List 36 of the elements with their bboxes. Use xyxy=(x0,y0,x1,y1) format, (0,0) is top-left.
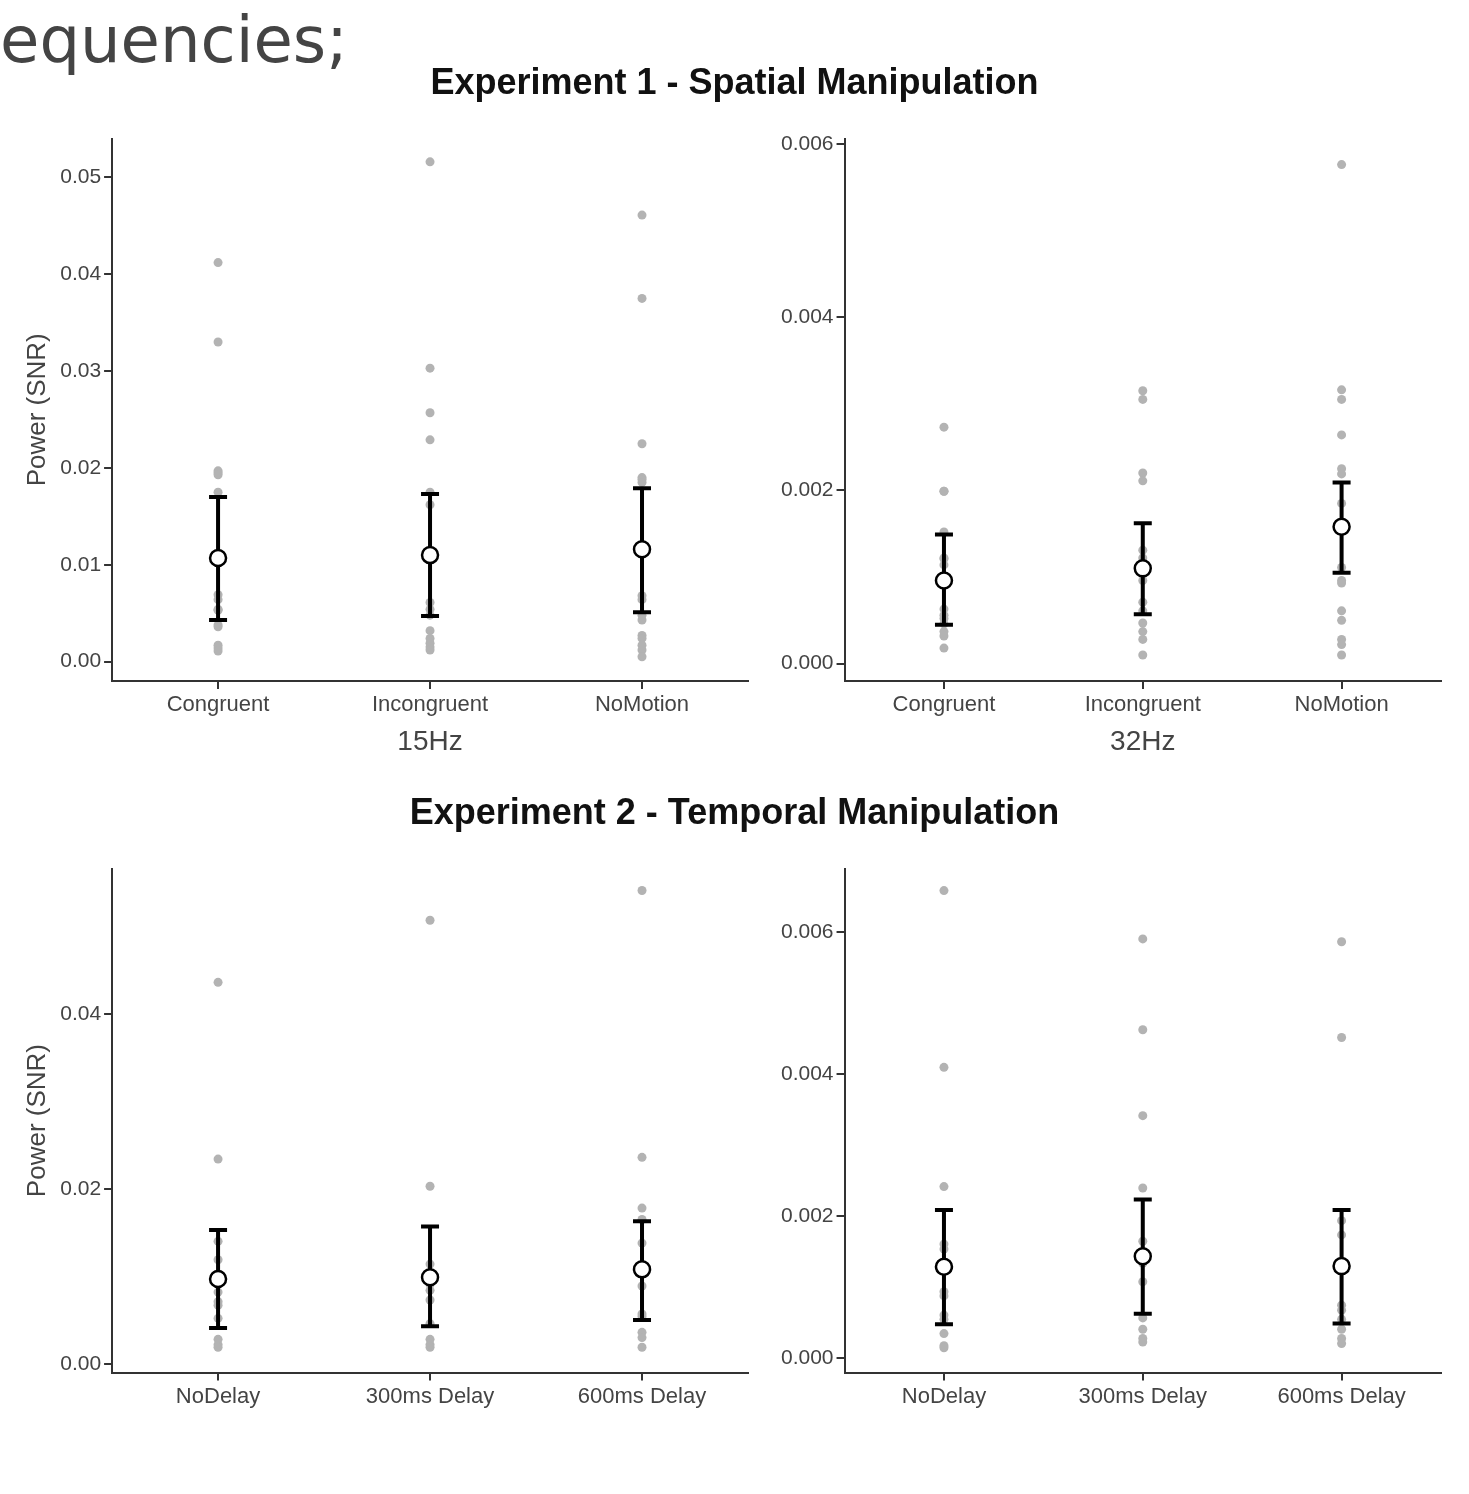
x-tick-label: NoDelay xyxy=(901,1382,987,1408)
y-axis-title: Power (SNR) xyxy=(20,1044,51,1198)
y-tick-label: 0.05 xyxy=(60,164,102,188)
y-tick-label: 0.01 xyxy=(60,551,102,575)
y-tick-label: 0.00 xyxy=(60,648,102,672)
y-tick-label: 0.006 xyxy=(780,919,834,943)
y-tick-label: 0.04 xyxy=(60,261,102,284)
x-tick-label: NoDelay xyxy=(175,1382,261,1408)
y-tick-label: 0.04 xyxy=(60,1000,102,1024)
x-tick-label: 600ms Delay xyxy=(577,1382,707,1408)
y-tick-label: 0.000 xyxy=(780,1345,834,1369)
x-tick-label: 600ms Delay xyxy=(1277,1382,1406,1408)
y-tick-label: 0.004 xyxy=(780,1061,834,1085)
y-tick-label: 0.03 xyxy=(60,357,102,381)
y-tick-label: 0.02 xyxy=(60,454,102,478)
x-tick-label: Incongruent xyxy=(1084,691,1201,717)
y-axis-title: Power (SNR) xyxy=(20,333,51,487)
x-tick-label: NoMotion xyxy=(1294,691,1389,717)
chart-title: Experiment 1 - Spatial Manipulation xyxy=(430,61,1039,102)
y-tick-label: 0.02 xyxy=(60,1175,102,1199)
x-tick-label: Congruent xyxy=(892,691,996,717)
x-tick-label: Congruent xyxy=(166,691,270,717)
y-tick-label: 0.006 xyxy=(780,130,834,154)
x-axis-title: 32Hz xyxy=(1110,724,1176,756)
x-tick-label: 300ms Delay xyxy=(365,1382,495,1408)
y-tick-label: 0.004 xyxy=(780,303,834,327)
y-tick-label: 0.002 xyxy=(780,1203,834,1227)
y-tick-label: 0.00 xyxy=(60,1350,102,1374)
x-tick-label: NoMotion xyxy=(594,691,690,717)
x-tick-label: Incongruent xyxy=(371,691,489,717)
chart-title: Experiment 2 - Temporal Manipulation xyxy=(408,791,1061,833)
y-tick-label: 0.002 xyxy=(780,477,834,501)
y-tick-label: 0.000 xyxy=(780,650,834,674)
x-tick-label: 300ms Delay xyxy=(1078,1382,1207,1408)
x-axis-title: 15Hz xyxy=(397,724,463,756)
text: equencies; xyxy=(0,3,348,77)
